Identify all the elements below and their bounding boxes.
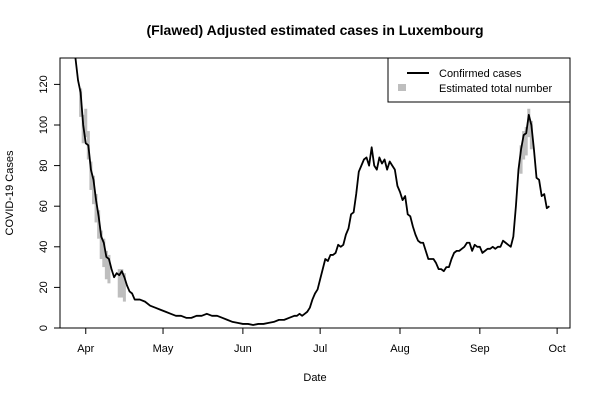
x-tick-label: Apr <box>77 343 94 355</box>
y-tick-label: 100 <box>38 116 50 134</box>
chart-title: (Flawed) Adjusted estimated cases in Lux… <box>146 22 483 38</box>
x-tick-label: Jun <box>234 343 252 355</box>
legend-label-estimated: Estimated total number <box>439 83 552 95</box>
x-tick-label: Jul <box>313 343 327 355</box>
x-tick-label: Oct <box>549 343 566 355</box>
y-tick-label: 40 <box>38 241 50 253</box>
x-axis: Apr May Jun Jul Aug Sep Oct <box>77 327 566 355</box>
x-tick-label: May <box>153 343 174 355</box>
legend-swatch-estimated <box>398 84 406 91</box>
y-axis-label: COVID-19 Cases <box>4 150 16 235</box>
y-axis: 0 20 40 60 80 100 120 <box>38 75 61 331</box>
x-tick-label: Aug <box>390 343 410 355</box>
y-tick-label: 20 <box>38 281 50 293</box>
estimated-total-series <box>79 88 533 302</box>
confirmed-cases-series <box>74 58 550 326</box>
confirmed-cases-line <box>74 58 550 326</box>
y-tick-label: 60 <box>38 200 50 212</box>
y-tick-label: 0 <box>38 325 50 331</box>
legend: Confirmed cases Estimated total number <box>387 57 571 103</box>
y-tick-label: 120 <box>38 75 50 93</box>
legend-label-confirmed: Confirmed cases <box>439 68 522 80</box>
x-axis-label: Date <box>303 372 326 384</box>
y-tick-label: 80 <box>38 159 50 171</box>
x-tick-label: Sep <box>470 343 490 355</box>
legend-box <box>387 57 571 103</box>
